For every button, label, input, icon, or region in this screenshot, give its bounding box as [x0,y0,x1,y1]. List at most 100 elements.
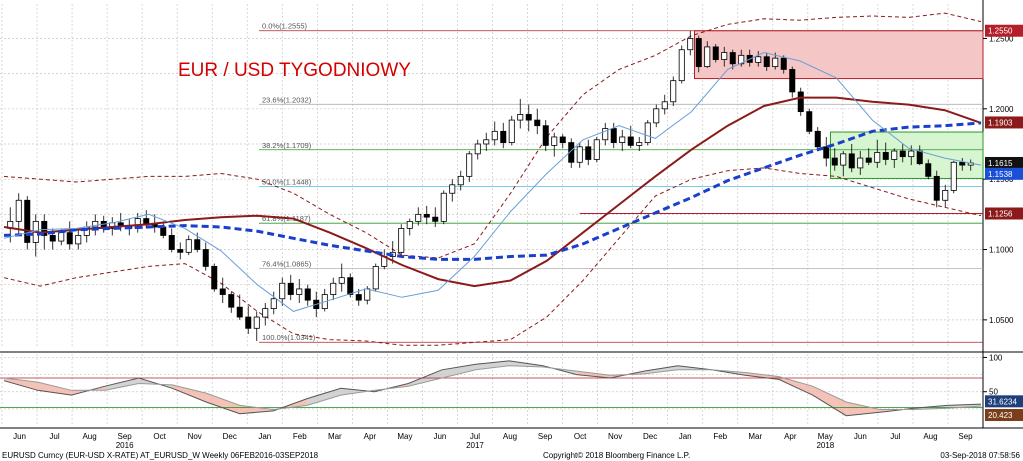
oscillator-fill [206,393,240,414]
oscillator-fill [138,378,173,389]
month-label: Jul [470,432,480,441]
candle-body [24,199,31,243]
candle-body [840,153,847,166]
candle-body [449,184,456,194]
candle-body [653,108,660,124]
candle-body [636,142,643,146]
month-label: Sep [538,432,553,441]
series-line [3,167,982,346]
candle-body [950,161,957,191]
candle-body [355,294,362,301]
month-label: Jan [679,432,692,441]
price-tick-label: 1.0500 [989,316,1014,325]
candle-body [287,282,294,295]
candle-body [338,277,345,284]
month-label: May [397,432,412,441]
month-label: Jan [258,432,271,441]
candle-body [789,69,796,93]
candle-body [602,128,609,141]
value-tag-bg [985,24,1023,37]
month-label: May [818,432,833,441]
oscillator-fill [846,402,880,416]
month-label: Nov [608,432,622,441]
candle-body [517,114,524,121]
series-line [3,96,982,288]
month-label: Oct [153,432,166,441]
candle-body [534,119,541,127]
value-tag-bg [985,156,1023,169]
month-label: Nov [188,432,202,441]
month-label: Dec [643,432,657,441]
value-tag-label: 1.1538 [988,170,1013,179]
candle-body [168,235,175,250]
candle-body [551,136,558,146]
indicator-lines [3,51,982,312]
candle-body [823,146,830,159]
candle-body [372,265,379,290]
candle-body [925,163,932,177]
candle-body [49,235,56,242]
candle-body [219,288,226,295]
oscillator-fill [37,382,72,396]
footer: EURUSD Curncy (EUR-USD X-RATE) AT_EURUSD… [2,451,1021,460]
month-label: Aug [503,432,517,441]
candle-body [908,150,915,158]
candle-body [959,161,966,166]
candle-body [627,136,634,146]
candle-body [474,143,481,155]
oscillator-panel [0,360,983,417]
oscillator-fill [812,386,847,416]
chart-title: EUR / USD TYGODNIOWY [178,60,411,81]
candle-body [58,232,65,242]
candle-body [738,54,745,65]
candle-body [117,222,124,226]
candle-body [542,125,549,146]
candle-body [942,190,949,201]
footer-copyright: Copyright© 2018 Bloomberg Finance L.P. [543,451,690,460]
candle-body [576,146,583,163]
month-label: Oct [574,432,587,441]
value-tag-bg [985,409,1023,422]
candle-body [721,52,728,60]
month-label: Mar [328,432,342,441]
candle-body [228,294,235,308]
osc-tick-label: 50 [989,388,998,397]
candle-body [610,128,617,143]
candle-body [916,150,923,165]
candle-body [891,150,898,160]
month-label: Apr [784,432,797,441]
oscillator-fill [307,388,341,406]
value-tag-label: 1.2550 [988,27,1013,36]
candle-body [491,130,498,141]
candle-body [644,122,651,143]
candle-body [194,239,201,250]
osc-tick-label: 100 [989,353,1003,362]
month-label: Sep [958,432,973,441]
oscillator-line [3,360,982,417]
value-tag-bg [985,395,1023,408]
bands [3,12,982,346]
candle-body [780,57,787,70]
month-label: Apr [364,432,377,441]
candle-body [41,220,48,236]
candle-body [559,136,566,143]
candle-body [500,130,507,143]
candle-body [466,153,473,177]
candle-body [270,298,277,310]
oscillator-fill [172,384,207,402]
year-label: 2016 [116,441,134,450]
candle-body [678,49,685,82]
candle-body [440,192,447,222]
candle-body [66,232,73,245]
candle-body [695,38,702,68]
candle-body [704,46,711,68]
candle-body [508,119,515,143]
candle-body [364,288,371,301]
footer-source: EURUSD Curncy (EUR-USD X-RATE) AT_EURUSD… [2,451,319,460]
month-label: Dec [223,432,237,441]
support-zone [830,131,984,179]
candle-body [483,139,490,145]
candle-body [729,52,736,65]
candle-body [330,282,337,295]
